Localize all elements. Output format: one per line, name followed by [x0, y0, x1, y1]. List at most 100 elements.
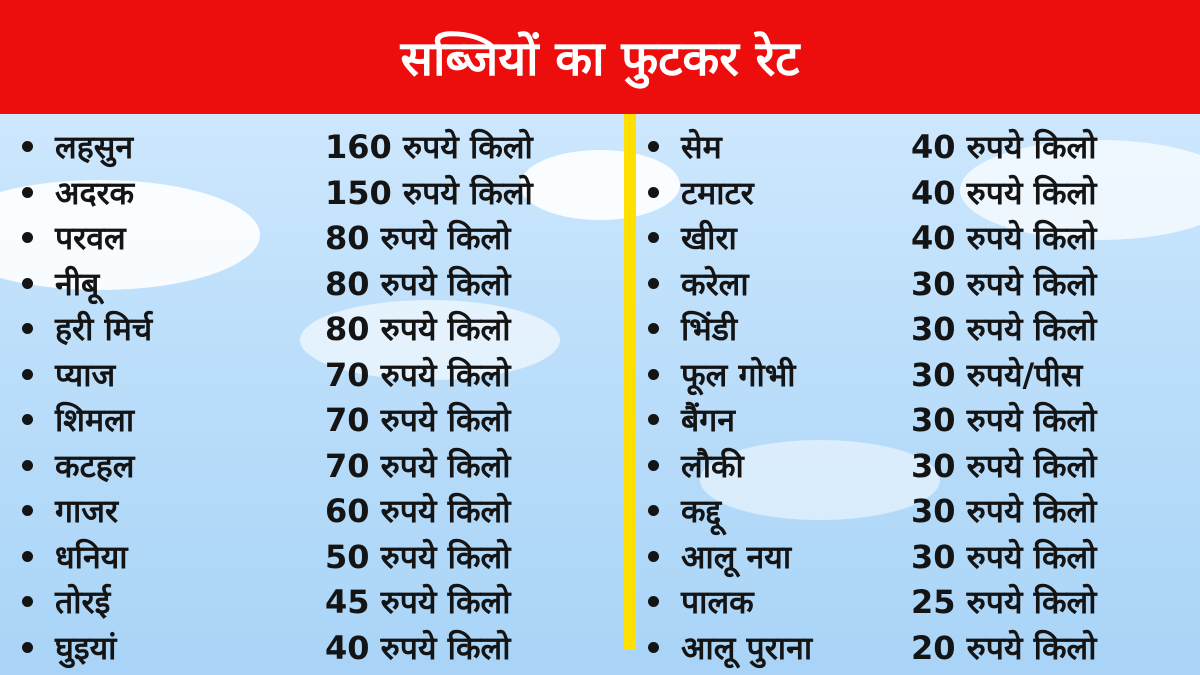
- vegetable-name: आलू नया: [681, 537, 792, 576]
- bullet-icon: [22, 550, 33, 562]
- list-item: टमाटर 40 रुपये किलो: [648, 170, 1188, 216]
- vegetable-name: लहसुन: [55, 128, 134, 167]
- vegetable-price: 45 रुपये किलो: [325, 583, 511, 622]
- vegetable-name: अदरक: [55, 173, 135, 212]
- vegetable-price: 30 रुपये किलो: [911, 492, 1097, 531]
- vegetable-price: 50 रुपये किलो: [325, 537, 511, 576]
- bullet-icon: [648, 323, 659, 335]
- bullet-icon: [22, 277, 33, 289]
- list-item: धनिया 50 रुपये किलो: [22, 534, 602, 580]
- bullet-icon: [22, 641, 33, 653]
- bullet-icon: [22, 186, 33, 198]
- vegetable-price: 60 रुपये किलो: [325, 492, 511, 531]
- bullet-icon: [22, 323, 33, 335]
- vegetable-price: 40 रुपये किलो: [911, 219, 1097, 258]
- vegetable-name: धनिया: [55, 537, 128, 576]
- vegetable-price: 40 रुपये किलो: [911, 128, 1097, 167]
- vegetable-price: 25 रुपये किलो: [911, 583, 1097, 622]
- list-item: कटहल 70 रुपये किलो: [22, 443, 602, 489]
- bullet-icon: [648, 141, 659, 153]
- vegetable-price: 150 रुपये किलो: [325, 173, 533, 212]
- page-title: सब्जियों का फुटकर रेट: [400, 30, 800, 87]
- title-banner: सब्जियों का फुटकर रेट: [0, 0, 1200, 114]
- right-price-list: सेम 40 रुपये किलो टमाटर 40 रुपये किलो खीरा 40…: [648, 124, 1188, 670]
- background-cloud: [700, 440, 940, 520]
- vegetable-name: खीरा: [681, 219, 737, 258]
- list-item: भिंडी 30 रुपये किलो: [648, 306, 1188, 352]
- vegetable-name: करेला: [681, 264, 749, 303]
- vegetable-name: कद्दू: [681, 492, 722, 531]
- list-item: परवल 80 रुपये किलो: [22, 215, 602, 261]
- list-item: लौकी 30 रुपये किलो: [648, 443, 1188, 489]
- bullet-icon: [22, 505, 33, 517]
- vegetable-name: बैंगन: [681, 401, 736, 440]
- bullet-icon: [648, 277, 659, 289]
- list-item: आलू नया 30 रुपये किलो: [648, 534, 1188, 580]
- vegetable-price: 40 रुपये किलो: [911, 173, 1097, 212]
- vegetable-name: लौकी: [681, 446, 744, 485]
- bullet-icon: [648, 459, 659, 471]
- vegetable-name: तोरई: [55, 583, 111, 622]
- background-cloud: [300, 300, 560, 380]
- vegetable-price: 30 रुपये किलो: [911, 264, 1097, 303]
- vegetable-name: प्याज: [55, 355, 116, 394]
- bullet-icon: [648, 186, 659, 198]
- vegetable-price: 30 रुपये किलो: [911, 446, 1097, 485]
- vegetable-price: 80 रुपये किलो: [325, 310, 511, 349]
- vegetable-price: 30 रुपये किलो: [911, 310, 1097, 349]
- list-item: गाजर 60 रुपये किलो: [22, 488, 602, 534]
- vegetable-name: टमाटर: [681, 173, 754, 212]
- list-item: लहसुन 160 रुपये किलो: [22, 124, 602, 170]
- bullet-icon: [22, 368, 33, 380]
- background-cloud: [0, 180, 260, 290]
- bullet-icon: [648, 368, 659, 380]
- vegetable-price: 70 रुपये किलो: [325, 401, 511, 440]
- vegetable-name: सेम: [681, 128, 722, 167]
- vegetable-name: आलू पुराना: [681, 628, 813, 667]
- list-item: घुइयां 40 रुपये किलो: [22, 625, 602, 671]
- vegetable-price: 80 रुपये किलो: [325, 219, 511, 258]
- list-item: कद्दू 30 रुपये किलो: [648, 488, 1188, 534]
- vegetable-name: गाजर: [55, 492, 119, 531]
- vegetable-name: कटहल: [55, 446, 135, 485]
- vegetable-price: 70 रुपये किलो: [325, 355, 511, 394]
- vegetable-name: पालक: [681, 583, 754, 622]
- vegetable-price: 160 रुपये किलो: [325, 128, 533, 167]
- list-item: आलू पुराना 20 रुपये किलो: [648, 625, 1188, 671]
- list-item: शिमला 70 रुपये किलो: [22, 397, 602, 443]
- vegetable-name: फूल गोभी: [681, 355, 796, 394]
- vegetable-price: 70 रुपये किलो: [325, 446, 511, 485]
- list-item: प्याज 70 रुपये किलो: [22, 352, 602, 398]
- bullet-icon: [648, 596, 659, 608]
- list-item: खीरा 40 रुपये किलो: [648, 215, 1188, 261]
- vegetable-price: 30 रुपये किलो: [911, 401, 1097, 440]
- vegetable-name: नीबू: [55, 264, 100, 303]
- background-cloud: [960, 140, 1200, 240]
- bullet-icon: [22, 414, 33, 426]
- vegetable-name: घुइयां: [55, 628, 117, 667]
- list-item: हरी मिर्च 80 रुपये किलो: [22, 306, 602, 352]
- vegetable-price: 40 रुपये किलो: [325, 628, 511, 667]
- bullet-icon: [22, 596, 33, 608]
- vegetable-price: 30 रुपये किलो: [911, 537, 1097, 576]
- list-item: अदरक 150 रुपये किलो: [22, 170, 602, 216]
- list-item: पालक 25 रुपये किलो: [648, 579, 1188, 625]
- left-price-list: लहसुन 160 रुपये किलो अदरक 150 रुपये किलो परव…: [22, 124, 602, 670]
- vegetable-price: 20 रुपये किलो: [911, 628, 1097, 667]
- bullet-icon: [648, 505, 659, 517]
- vegetable-name: परवल: [55, 219, 126, 258]
- background-cloud: [520, 150, 680, 220]
- bullet-icon: [648, 641, 659, 653]
- bullet-icon: [22, 141, 33, 153]
- bullet-icon: [648, 232, 659, 244]
- vegetable-price: 80 रुपये किलो: [325, 264, 511, 303]
- vegetable-name: भिंडी: [681, 310, 738, 349]
- vegetable-name: हरी मिर्च: [55, 310, 153, 349]
- bullet-icon: [648, 550, 659, 562]
- list-item: बैंगन 30 रुपये किलो: [648, 397, 1188, 443]
- list-item: करेला 30 रुपये किलो: [648, 261, 1188, 307]
- bullet-icon: [22, 459, 33, 471]
- list-item: फूल गोभी 30 रुपये/पीस: [648, 352, 1188, 398]
- list-item: तोरई 45 रुपये किलो: [22, 579, 602, 625]
- bullet-icon: [22, 232, 33, 244]
